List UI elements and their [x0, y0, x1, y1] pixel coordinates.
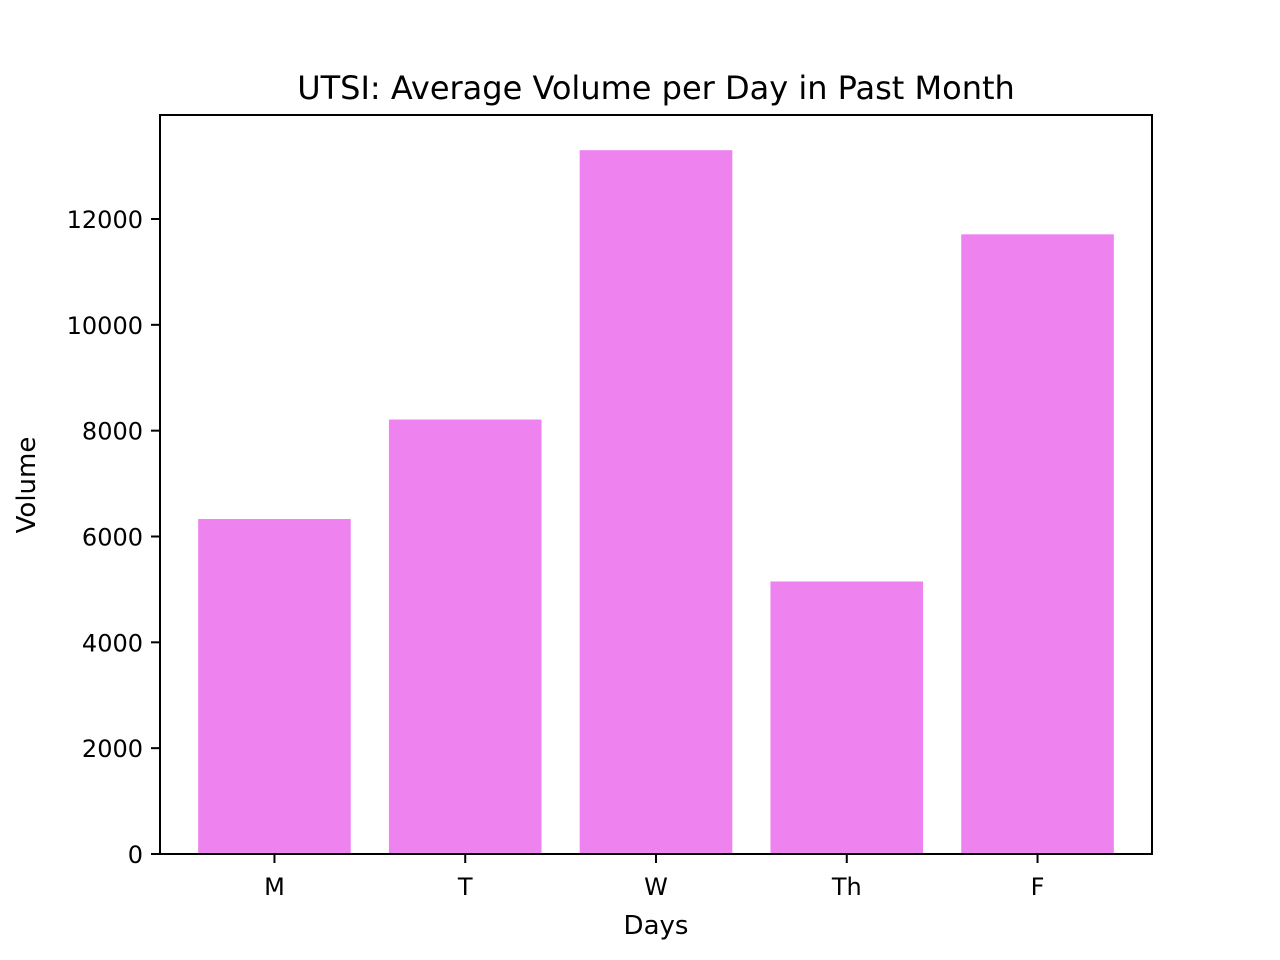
y-axis-label: Volume: [12, 437, 42, 534]
x-axis-label: Days: [624, 911, 689, 941]
bar-m: [198, 519, 351, 854]
y-tick-label: 8000: [82, 418, 143, 446]
x-tick-label: M: [264, 873, 285, 901]
x-axis: M T W Th F: [264, 854, 1044, 901]
x-tick-label: W: [644, 873, 668, 901]
x-tick-label: F: [1031, 873, 1045, 901]
bar-th: [770, 581, 924, 854]
x-tick-label: T: [457, 873, 473, 901]
y-axis: 0 2000 4000 6000 8000 10000 12000: [67, 206, 160, 869]
y-tick-label: 6000: [82, 523, 143, 551]
bar-t: [388, 419, 542, 854]
bars-group: [198, 150, 1114, 854]
chart-title: UTSI: Average Volume per Day in Past Mon…: [297, 69, 1015, 107]
y-tick-label: 2000: [82, 735, 143, 763]
bar-f: [961, 234, 1114, 854]
y-tick-label: 4000: [82, 629, 143, 657]
x-tick-label: Th: [831, 873, 862, 901]
y-tick-label: 10000: [67, 312, 143, 340]
y-tick-label: 0: [128, 841, 143, 869]
bar-w: [579, 150, 733, 854]
y-tick-label: 12000: [67, 206, 143, 234]
